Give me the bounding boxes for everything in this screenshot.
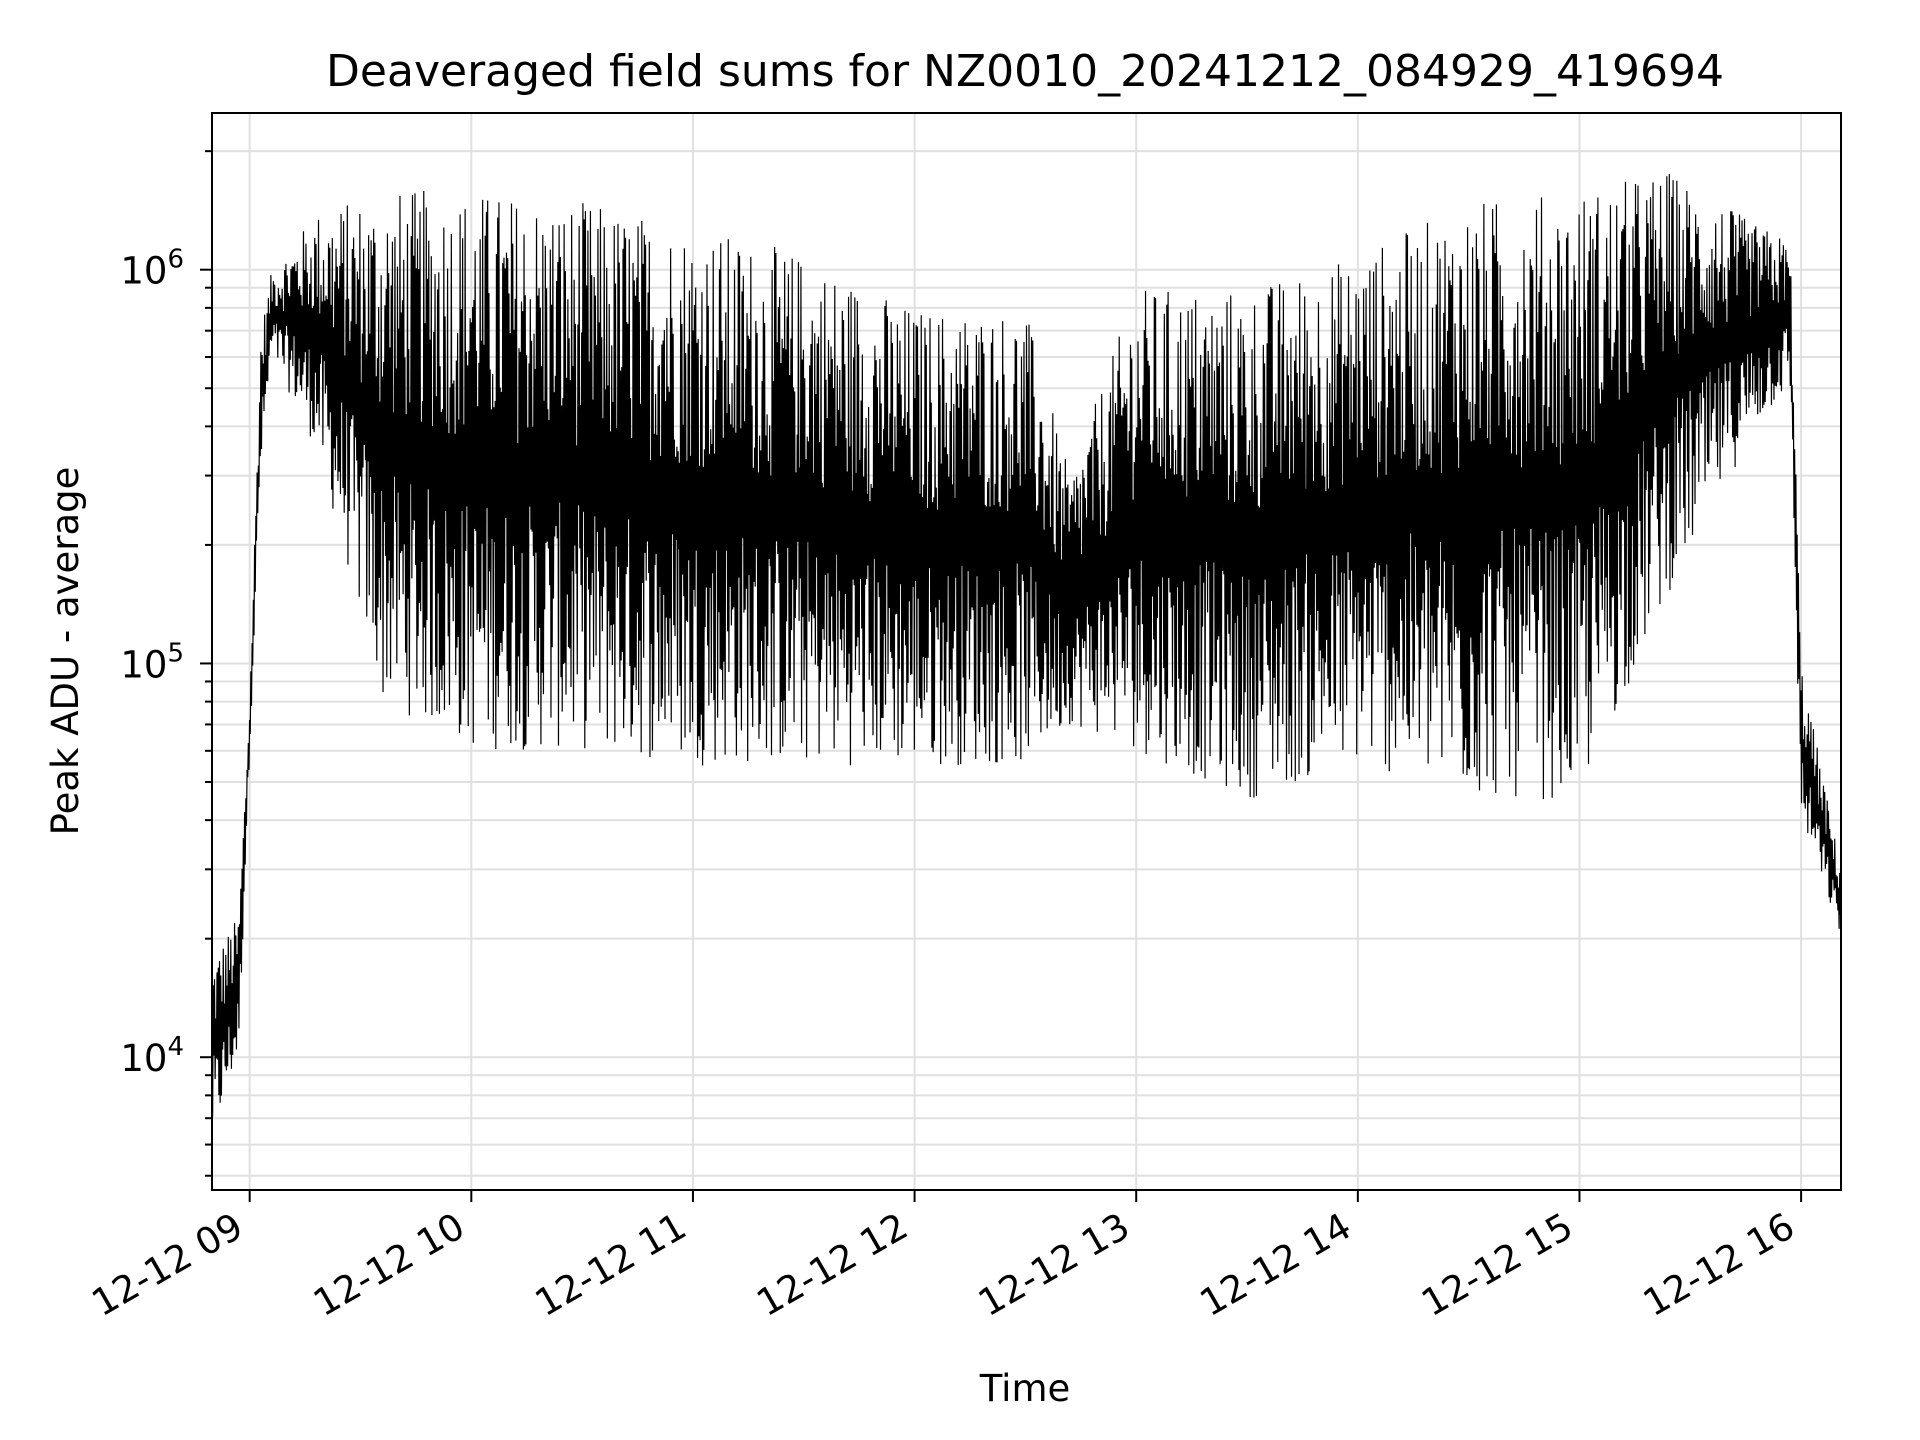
y-axis-label: Peak ADU - average (44, 467, 87, 836)
y-tick-label: 104 (120, 1032, 184, 1080)
x-axis-label: Time (979, 1367, 1071, 1410)
chart-title: Deaveraged field sums for NZ0010_2024121… (326, 46, 1724, 97)
data-series-line (212, 174, 1841, 1117)
y-tick-label: 105 (120, 638, 184, 686)
y-tick-label: 106 (120, 245, 184, 293)
data-layer (212, 174, 1841, 1117)
y-axis: 104 105 106 (120, 150, 212, 1177)
plot-area-frame (211, 112, 1842, 1191)
